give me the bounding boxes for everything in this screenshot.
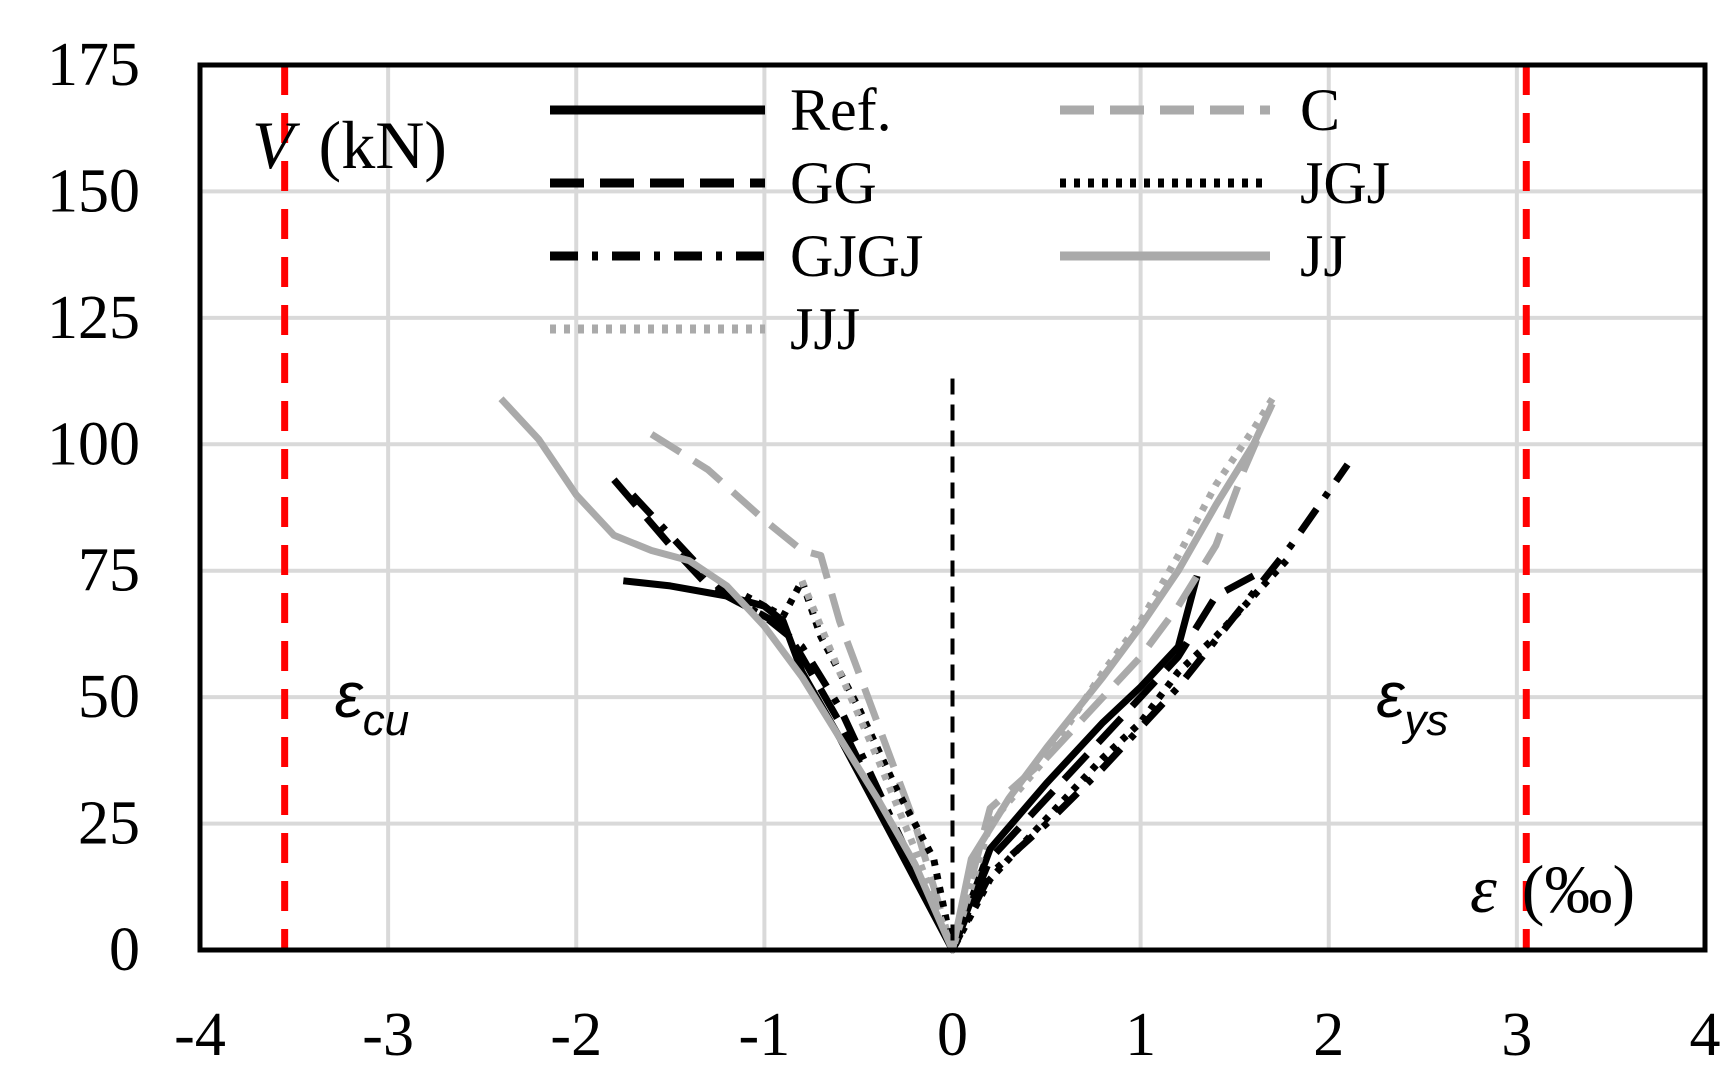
y-tick-label-6: 150 — [47, 157, 140, 225]
y-tick-label-4: 100 — [47, 410, 140, 478]
y-axis-label: V (kN) — [252, 107, 447, 183]
strain-limit-symbol: ε — [335, 659, 364, 731]
x-axis-label: ε (‰) — [1470, 851, 1635, 927]
grid — [198, 63, 1707, 950]
series-line-6 — [498, 396, 1276, 954]
x-axis-label-symbol: ε — [1470, 851, 1497, 927]
x-tick-label-5: 1 — [1125, 1001, 1156, 1069]
y-tick-label-3: 75 — [78, 537, 140, 605]
strain-limit-subscript: ys — [1401, 696, 1448, 745]
x-tick-label-1: -3 — [362, 1001, 414, 1069]
x-tick-label-0: -4 — [174, 1001, 226, 1069]
x-tick-label-2: -2 — [550, 1001, 602, 1069]
series-line-7 — [798, 396, 1276, 954]
y-tick-labels: 0 25 50 75 100 125 150 175 — [47, 31, 140, 984]
series-line-4 — [743, 553, 1294, 954]
x-tick-label-3: -1 — [739, 1001, 791, 1069]
y-tick-label-5: 125 — [47, 284, 140, 352]
strain-limit-label-cu: εcu — [335, 659, 410, 745]
x-tick-label-7: 3 — [1501, 1001, 1532, 1069]
x-axis-label-unit: (‰) — [1522, 851, 1635, 927]
y-axis-label-unit: (kN) — [319, 107, 447, 183]
legend-label-3: GG — [790, 150, 877, 216]
y-axis-label-symbol: V — [252, 107, 301, 183]
y-tick-label-2: 50 — [78, 663, 140, 731]
x-tick-labels: -4 -3 -2 -1 0 1 2 3 4 — [174, 1001, 1720, 1069]
x-tick-label-6: 2 — [1313, 1001, 1344, 1069]
strain-limit-label-ys: εys — [1376, 659, 1448, 745]
strain-limit-subscript: cu — [363, 696, 409, 745]
legend-label-2: C — [1300, 77, 1340, 143]
legend-label-7: JJJ — [790, 296, 860, 362]
legend-label-4: JGJ — [1300, 150, 1390, 216]
series-group — [498, 396, 1351, 954]
y-tick-label-7: 175 — [47, 31, 140, 99]
legend-label-5: GJGJ — [790, 223, 923, 289]
plot-area-frame — [197, 62, 1708, 953]
x-tick-label-4: 0 — [937, 1001, 968, 1069]
x-tick-label-8: 4 — [1690, 1001, 1721, 1069]
strain-limit-lines: εcu εys — [281, 65, 1530, 950]
y-tick-label-0: 0 — [109, 916, 140, 984]
strain-limit-symbol: ε — [1376, 659, 1405, 731]
legend-label-1: Ref. — [790, 77, 892, 143]
y-tick-label-1: 25 — [78, 790, 140, 858]
legend-label-6: JJ — [1300, 223, 1347, 289]
